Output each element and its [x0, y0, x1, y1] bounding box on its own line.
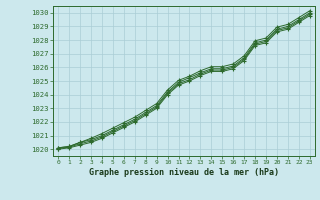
X-axis label: Graphe pression niveau de la mer (hPa): Graphe pression niveau de la mer (hPa): [89, 168, 279, 177]
